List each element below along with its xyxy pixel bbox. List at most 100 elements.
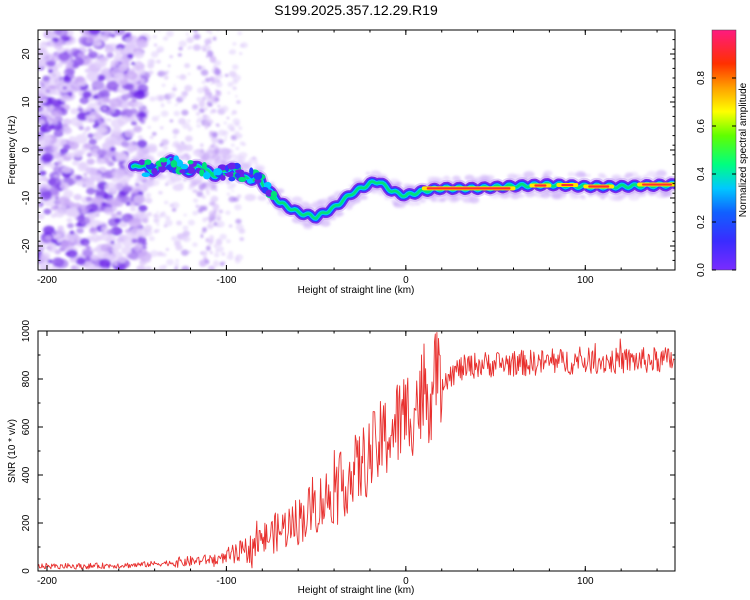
heatmap-cell xyxy=(174,242,180,248)
heatmap-cell xyxy=(176,220,182,226)
heatmap-cell xyxy=(163,200,169,205)
heatmap-cell xyxy=(187,250,192,254)
heatmap-cell xyxy=(228,196,236,203)
heatmap-cell xyxy=(75,175,82,180)
heatmap-blob xyxy=(254,178,262,184)
heatmap-cell xyxy=(221,160,227,164)
heatmap-cell xyxy=(232,118,241,125)
heatmap-cell xyxy=(205,43,209,46)
heatmap-cell xyxy=(125,202,131,206)
heatmap-cell xyxy=(182,230,191,237)
heatmap-cell xyxy=(226,254,234,261)
heatmap-cell xyxy=(216,123,220,128)
heatmap-cell xyxy=(427,176,437,182)
heatmap-cell xyxy=(236,100,241,104)
heatmap-cell xyxy=(251,156,257,160)
heatmap-cell xyxy=(101,202,107,207)
heatmap-cell xyxy=(85,196,93,202)
heatmap-cell xyxy=(133,194,146,205)
heatmap-cell xyxy=(145,192,152,198)
heatmap-cell xyxy=(184,135,193,142)
heatmap-cell xyxy=(159,143,164,147)
colorbar-tick-label: 0.0 xyxy=(696,263,707,277)
heatmap-cell xyxy=(38,202,41,207)
heatmap-cell xyxy=(133,118,138,122)
heatmap-cell xyxy=(38,170,47,177)
heatmap-cell xyxy=(123,73,129,79)
heatmap-cell xyxy=(64,47,70,52)
heatmap-cell xyxy=(218,139,224,145)
heatmap-cell xyxy=(138,111,147,119)
heatmap-cell xyxy=(187,72,191,76)
heatmap-cell xyxy=(171,201,180,209)
heatmap-cell xyxy=(209,31,213,35)
heatmap-cell xyxy=(143,224,153,232)
heatmap-cell xyxy=(83,173,88,177)
heatmap-cell xyxy=(213,75,219,82)
heatmap-cell xyxy=(104,182,118,192)
heatmap-cell xyxy=(153,218,160,224)
heatmap-cell xyxy=(57,93,63,97)
heatmap-cell xyxy=(188,126,193,131)
heatmap-cell xyxy=(201,110,205,113)
heatmap-cell xyxy=(209,76,215,82)
heatmap-cell xyxy=(210,144,214,148)
heatmap-cell xyxy=(235,218,242,224)
heatmap-cell xyxy=(126,53,134,59)
heatmap-cell xyxy=(229,49,237,55)
heatmap-blob xyxy=(227,162,236,170)
heatmap-cell xyxy=(121,196,132,204)
heatmap-cell xyxy=(189,182,197,188)
heatmap-cell xyxy=(38,119,46,126)
heatmap-cell xyxy=(203,48,206,52)
heatmap-cell xyxy=(157,115,161,118)
heatmap-cell xyxy=(89,254,99,262)
heatmap-cell xyxy=(608,193,620,201)
colorbar-tick-label: 0.8 xyxy=(696,71,707,85)
heatmap-cell xyxy=(210,154,221,161)
heatmap-cell xyxy=(43,225,55,235)
heatmap-cell xyxy=(201,96,207,101)
heatmap-cell xyxy=(55,80,62,86)
heatmap-cell xyxy=(178,182,184,186)
heatmap-cell xyxy=(160,110,169,117)
heatmap-cell xyxy=(215,81,223,88)
heatmap-cell xyxy=(131,61,136,66)
heatmap-cell xyxy=(173,135,177,139)
heatmap-cell xyxy=(228,70,237,78)
heatmap-cell xyxy=(210,251,213,254)
heatmap-cell xyxy=(161,83,166,87)
heatmap-cell xyxy=(175,143,187,151)
heatmap-cell xyxy=(151,115,159,122)
heatmap-cell xyxy=(157,30,161,33)
heatmap-cell xyxy=(121,179,128,184)
heatmap-cell xyxy=(220,105,229,112)
heatmap-cell xyxy=(235,223,244,231)
heatmap-cell xyxy=(124,83,135,91)
colorbar-label: Normalized spectral amplitude xyxy=(738,82,749,217)
heatmap-cell xyxy=(196,191,204,198)
heatmap-cell xyxy=(113,72,125,82)
heatmap-cell xyxy=(84,178,94,186)
heatmap-cell xyxy=(231,190,235,193)
heatmap-cell xyxy=(215,97,220,102)
heatmap-cell xyxy=(224,135,228,139)
heatmap-cell xyxy=(72,62,80,69)
heatmap-cell xyxy=(195,112,201,116)
heatmap-cell xyxy=(66,61,74,68)
heatmap-blob xyxy=(203,171,211,180)
heatmap-cell xyxy=(226,116,230,120)
heatmap-cell xyxy=(198,180,203,184)
heatmap-blob xyxy=(159,157,168,163)
heatmap-cell xyxy=(244,193,256,202)
heatmap-cell xyxy=(204,125,209,130)
heatmap-cell xyxy=(84,43,89,47)
heatmap-cell xyxy=(111,213,118,219)
heatmap-cell xyxy=(210,82,213,85)
heatmap-noise xyxy=(38,30,675,270)
heatmap-cell xyxy=(185,33,189,36)
heatmap-cell xyxy=(73,193,82,201)
heatmap-cell xyxy=(203,106,208,112)
heatmap-ridge xyxy=(126,152,675,226)
